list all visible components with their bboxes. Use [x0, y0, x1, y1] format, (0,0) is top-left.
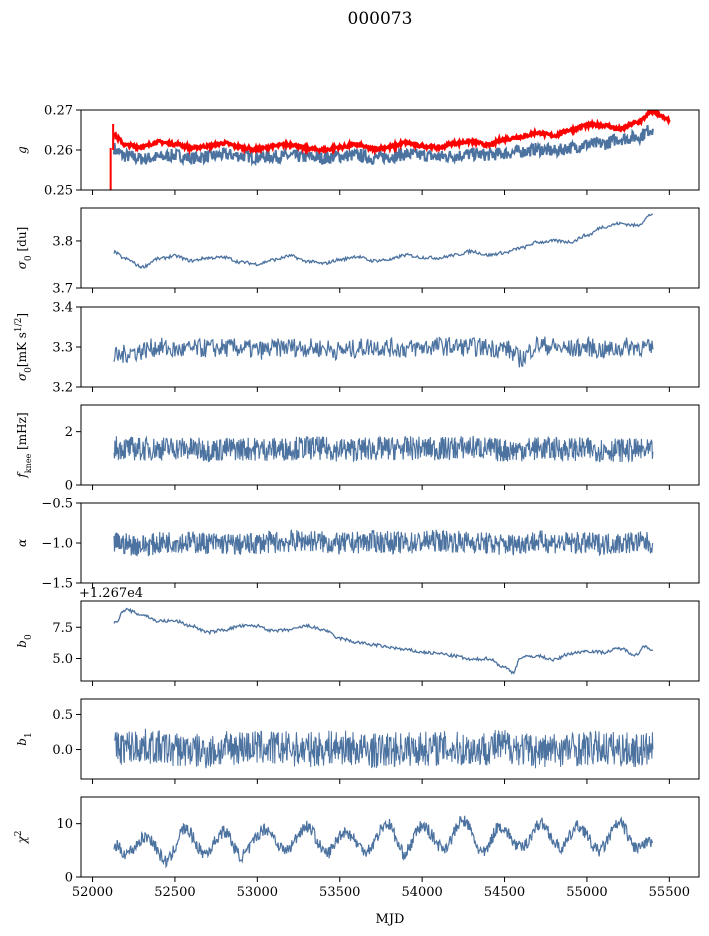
series-line-sigma0-mk-1 [113, 335, 654, 368]
y-tick-label-g: 0.27 [44, 104, 73, 119]
series-line-g-2 [112, 110, 671, 156]
panels: 0.25 0.26 0.27 g 3.7 3.8 σ0 [du] 3.2 3.3 3.4 σ0[mK… [14, 104, 700, 900]
axes-frame-b0 [80, 600, 700, 682]
y-axis-label-alpha: α [15, 539, 29, 547]
y-axis-label-chi2: χ2 [14, 830, 29, 844]
y-offset-label-b0: +1.267e4 [79, 586, 143, 601]
y-tick-label-fknee: 2 [65, 425, 73, 440]
series-line-g-1 [113, 124, 654, 167]
y-axis-label-sigma0-du: σ0 [du] [15, 227, 34, 270]
x-tick-label: 52500 [154, 885, 195, 900]
y-axis-label-g: g [15, 146, 29, 154]
x-axis-label: MJD [376, 912, 405, 927]
y-tick-label-sigma0-mk: 3.3 [52, 341, 73, 356]
y-tick-label-sigma0-du: 3.8 [52, 234, 73, 249]
y-tick-label-alpha: −1.0 [41, 537, 73, 552]
y-tick-label-sigma0-du: 3.7 [52, 282, 73, 297]
y-tick-label-chi2: 0 [65, 871, 73, 886]
series-line-chi2-1 [113, 815, 653, 869]
axes-frame-sigma0-du [80, 207, 700, 289]
panel-chi2: 0 10 52000 52500 53000 53500 54000 54500 55000 55… [14, 796, 700, 900]
y-tick-label-g: 0.26 [44, 144, 73, 159]
panel-b0: 5.0 7.5 b0 +1.267e4 [15, 586, 700, 686]
y-tick-label-chi2: 10 [56, 817, 73, 832]
series-line-sigma0-du-1 [113, 213, 653, 270]
panel-alpha: −1.5 −1.0 −0.5 α [15, 497, 700, 592]
axes-frame-fknee [80, 404, 700, 486]
y-tick-label-alpha: −1.5 [41, 577, 73, 592]
y-axis-label-sigma0-mk: σ0[mK s1/2] [14, 313, 34, 381]
chart-title: 000073 [348, 9, 413, 29]
x-tick-label: 54000 [401, 885, 442, 900]
x-tick-label: 55500 [649, 885, 690, 900]
y-tick-label-alpha: −0.5 [41, 497, 73, 512]
axes-frame-chi2 [80, 796, 700, 878]
x-tick-label: 53500 [319, 885, 360, 900]
y-tick-label-sigma0-mk: 3.2 [52, 381, 73, 396]
axes-frame-b1 [80, 698, 700, 780]
y-tick-label-b1: 0.5 [52, 708, 73, 723]
y-axis-label-b1: b1 [15, 732, 34, 745]
panel-sigma0-du: 3.7 3.8 σ0 [du] [15, 207, 700, 297]
y-axis-label-b0: b0 [15, 634, 34, 648]
panel-g: 0.25 0.26 0.27 g [15, 104, 700, 199]
series-line-b0-1 [113, 607, 654, 675]
series-line-fknee-1 [113, 435, 654, 463]
y-tick-label-sigma0-mk: 3.4 [52, 301, 73, 316]
y-tick-label-fknee: 0 [65, 479, 73, 494]
y-axis-label-fknee: fknee [mHz] [15, 412, 33, 478]
panel-fknee: 0 2 fknee [mHz] [15, 404, 700, 494]
y-tick-label-g: 0.25 [44, 184, 73, 199]
y-tick-label-b0: 5.0 [52, 652, 73, 667]
panel-b1: 0.0 0.5 b1 [15, 698, 700, 784]
x-tick-label: 52000 [72, 885, 113, 900]
series-line-alpha-1 [113, 529, 654, 557]
x-tick-label: 54500 [484, 885, 525, 900]
series-line-b1-1 [113, 728, 654, 769]
x-tick-label: 53000 [237, 885, 278, 900]
y-tick-label-b1: 0.0 [52, 743, 73, 758]
panel-sigma0-mk: 3.2 3.3 3.4 σ0[mK s1/2] [14, 301, 700, 396]
y-tick-label-b0: 7.5 [52, 621, 73, 636]
series-spike-g [109, 124, 115, 190]
x-tick-label: 55000 [566, 885, 607, 900]
